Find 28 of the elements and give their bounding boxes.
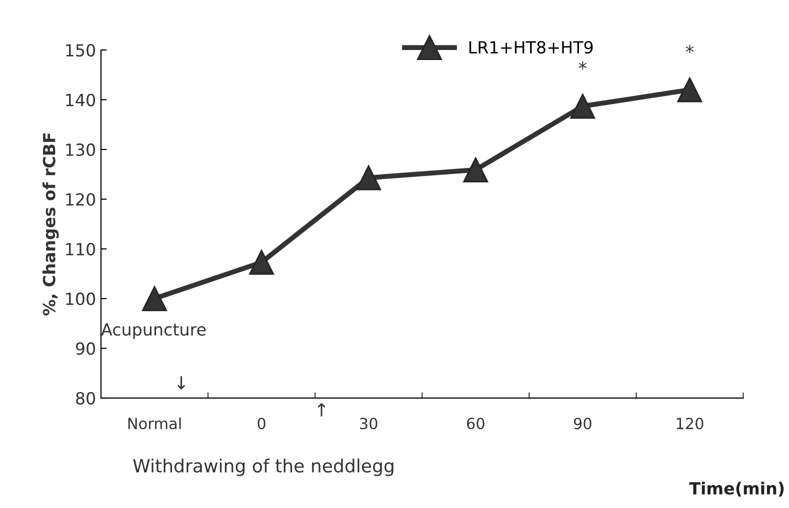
y-tick-label: 80 bbox=[76, 392, 96, 405]
point bbox=[249, 250, 274, 275]
point bbox=[463, 157, 488, 182]
x-axis-title: Time(min) bbox=[689, 482, 784, 497]
y-axis-title: %, Changes of rCBF bbox=[42, 133, 59, 316]
text: ↑ bbox=[318, 403, 326, 416]
point bbox=[142, 286, 168, 312]
y-tick-label: 120 bbox=[66, 193, 96, 206]
x-tick-label: Normal bbox=[128, 417, 181, 430]
y-tick-label: 140 bbox=[66, 94, 96, 106]
legend-label: LR1+HT8+HT9 bbox=[469, 40, 593, 54]
point bbox=[677, 77, 702, 102]
text: Withdrawing of the neddlegg bbox=[133, 458, 394, 476]
point bbox=[356, 165, 382, 190]
x-tick-label: 30 bbox=[360, 418, 378, 430]
y-tick-label: 130 bbox=[66, 143, 96, 156]
x-tick-label: 120 bbox=[676, 418, 704, 430]
y-tick-label: 100 bbox=[66, 292, 96, 306]
y-tick-label: 90 bbox=[76, 342, 96, 355]
x-tick-label: 0 bbox=[258, 418, 266, 430]
y-tick-label: 110 bbox=[66, 242, 96, 256]
y-tick-label: 150 bbox=[66, 44, 96, 57]
x-tick-label: 90 bbox=[574, 418, 592, 430]
annotation: ↓ bbox=[177, 376, 186, 390]
annotation: * bbox=[578, 61, 587, 70]
point bbox=[570, 94, 596, 119]
annotation: * bbox=[686, 44, 694, 54]
x-tick-label: 60 bbox=[466, 418, 484, 430]
